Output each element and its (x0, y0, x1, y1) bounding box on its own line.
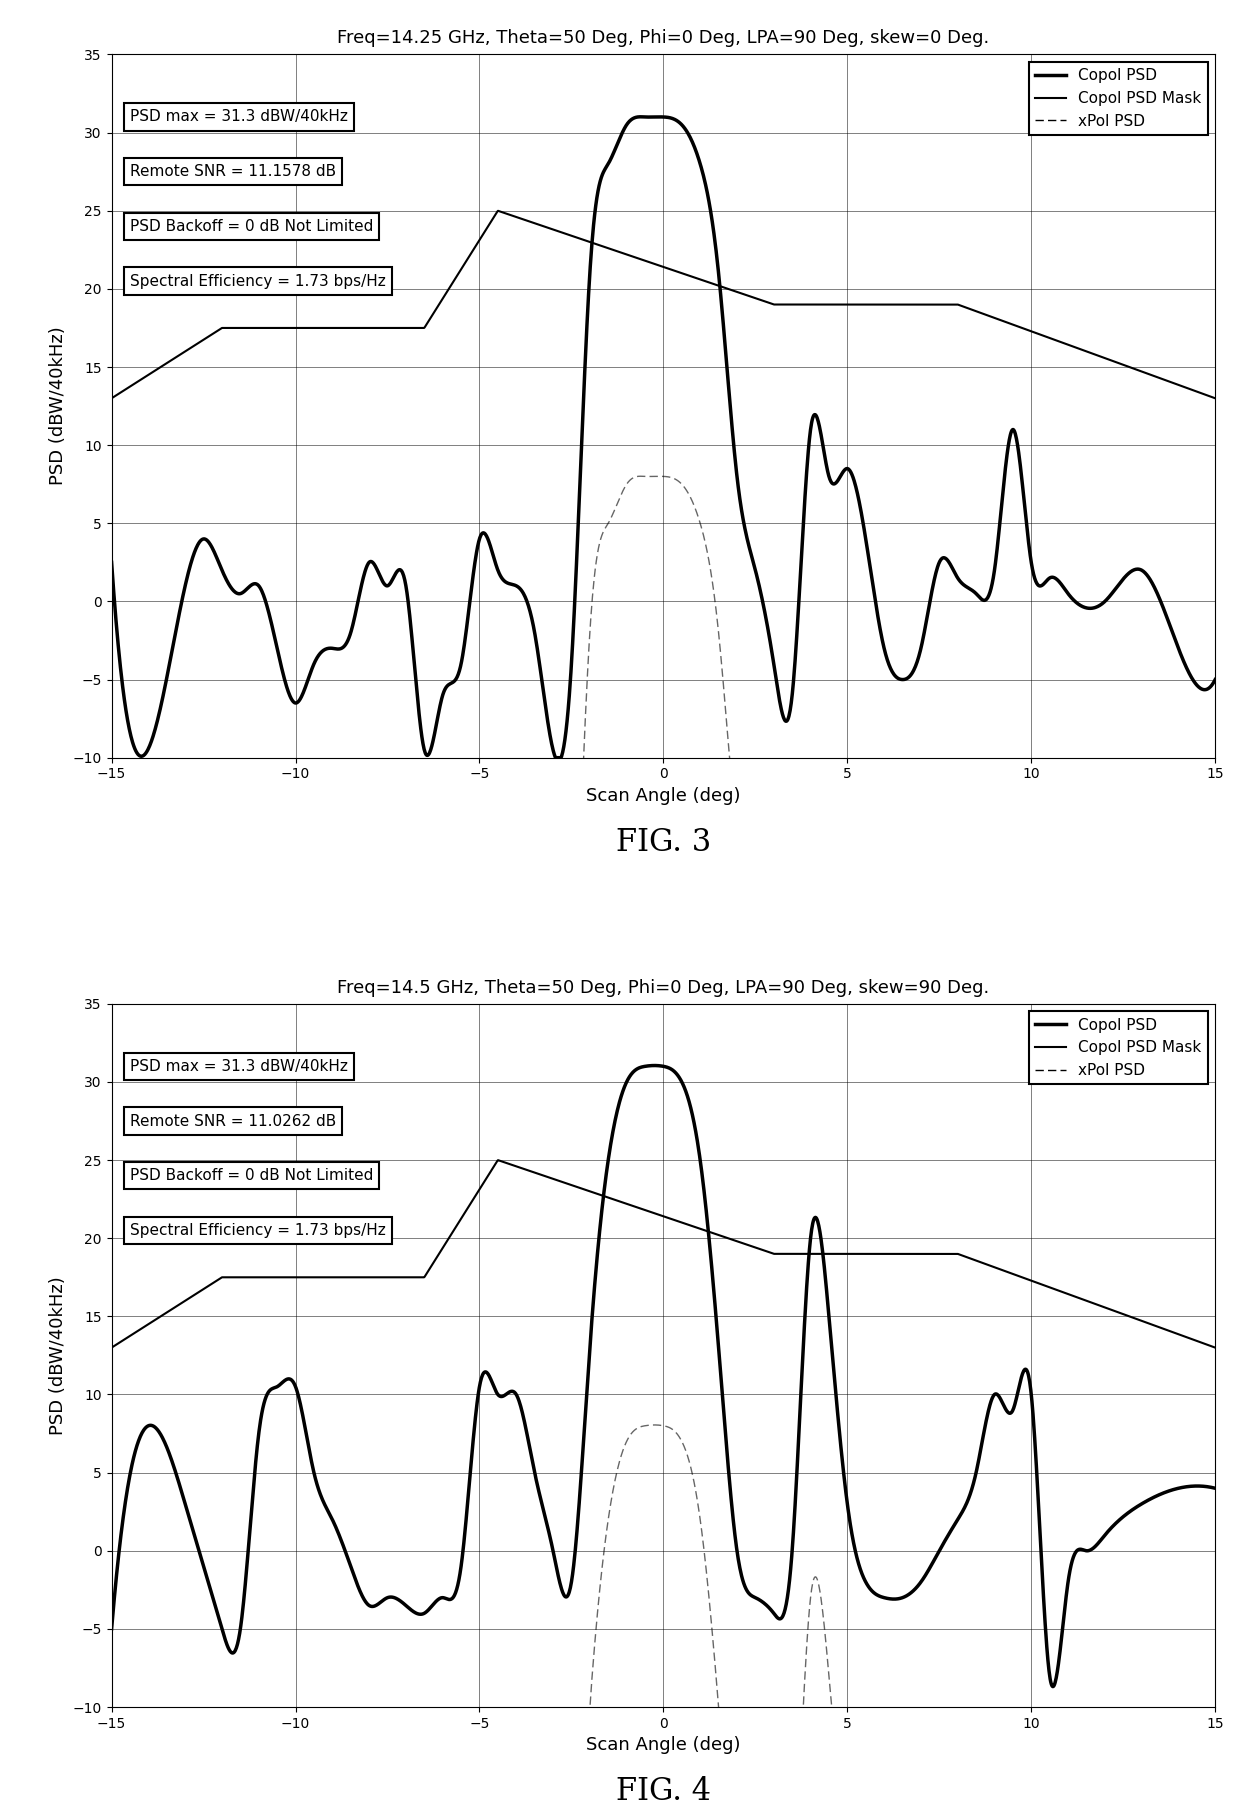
Copol PSD (548, 746, 563, 768)
xPol PSD (647, 1415, 662, 1436)
xPol PSD (641, 1415, 656, 1436)
Line: Copol PSD: Copol PSD (112, 1066, 1215, 1687)
Copol PSD (1177, 650, 1192, 672)
Copol PSD (160, 1440, 175, 1462)
Copol PSD (1045, 1676, 1060, 1698)
xPol PSD (634, 465, 649, 487)
Copol PSD Mask (973, 1251, 988, 1273)
Copol PSD Mask (1177, 1326, 1192, 1347)
Copol PSD (642, 105, 657, 127)
Text: PSD Backoff = 0 dB Not Limited: PSD Backoff = 0 dB Not Limited (130, 220, 373, 234)
Line: Copol PSD Mask: Copol PSD Mask (112, 1160, 1215, 1347)
Copol PSD Mask (491, 1150, 506, 1171)
Copol PSD Mask (613, 1191, 627, 1213)
xPol PSD (104, 912, 119, 933)
Copol PSD Mask (1176, 1326, 1190, 1347)
Line: Copol PSD Mask: Copol PSD Mask (112, 211, 1215, 398)
Copol PSD (1177, 1476, 1192, 1498)
Text: Spectral Efficiency = 1.73 bps/Hz: Spectral Efficiency = 1.73 bps/Hz (130, 274, 386, 289)
Line: xPol PSD: xPol PSD (112, 1426, 1215, 1816)
Copol PSD Mask (491, 200, 506, 222)
Copol PSD Mask (613, 242, 627, 263)
xPol PSD (642, 465, 657, 487)
Copol PSD Mask (160, 1300, 175, 1322)
Copol PSD Mask (104, 1337, 119, 1358)
Copol PSD (641, 1055, 656, 1077)
Copol PSD (973, 1436, 988, 1458)
Text: FIG. 3: FIG. 3 (616, 826, 711, 857)
xPol PSD (1208, 1028, 1223, 1050)
Legend: Copol PSD, Copol PSD Mask, xPol PSD: Copol PSD, Copol PSD Mask, xPol PSD (1029, 1012, 1208, 1084)
Copol PSD (104, 552, 119, 574)
Copol PSD (1177, 652, 1192, 674)
X-axis label: Scan Angle (deg): Scan Angle (deg) (587, 1736, 740, 1754)
Copol PSD (975, 588, 990, 610)
Copol PSD Mask (160, 352, 175, 374)
xPol PSD (613, 487, 627, 508)
Copol PSD Mask (1177, 376, 1192, 398)
Copol PSD (647, 1055, 662, 1077)
Copol PSD Mask (1208, 387, 1223, 409)
Copol PSD (1208, 1478, 1223, 1500)
Text: Remote SNR = 11.1578 dB: Remote SNR = 11.1578 dB (130, 163, 336, 180)
Y-axis label: PSD (dBW/40kHz): PSD (dBW/40kHz) (50, 1277, 67, 1435)
Text: PSD max = 31.3 dBW/40kHz: PSD max = 31.3 dBW/40kHz (130, 109, 348, 125)
Copol PSD Mask (973, 301, 988, 323)
xPol PSD (1177, 1010, 1192, 1031)
Copol PSD (613, 127, 627, 149)
Copol PSD Mask (1208, 1337, 1223, 1358)
xPol PSD (611, 1453, 626, 1475)
Copol PSD Mask (641, 1200, 656, 1222)
Text: Spectral Efficiency = 1.73 bps/Hz: Spectral Efficiency = 1.73 bps/Hz (130, 1222, 386, 1239)
Text: PSD max = 31.3 dBW/40kHz: PSD max = 31.3 dBW/40kHz (130, 1059, 348, 1073)
Copol PSD (160, 661, 175, 683)
Copol PSD (1177, 1476, 1192, 1498)
Text: PSD Backoff = 0 dB Not Limited: PSD Backoff = 0 dB Not Limited (130, 1168, 373, 1184)
Line: xPol PSD: xPol PSD (112, 476, 1215, 1120)
Copol PSD Mask (104, 387, 119, 409)
xPol PSD (973, 1796, 988, 1816)
Copol PSD (1208, 668, 1223, 690)
Copol PSD (634, 105, 649, 127)
Title: Freq=14.25 GHz, Theta=50 Deg, Phi=0 Deg, LPA=90 Deg, skew=0 Deg.: Freq=14.25 GHz, Theta=50 Deg, Phi=0 Deg,… (337, 29, 990, 47)
xPol PSD (975, 948, 990, 970)
xPol PSD (551, 1110, 565, 1131)
Legend: Copol PSD, Copol PSD Mask, xPol PSD: Copol PSD, Copol PSD Mask, xPol PSD (1029, 62, 1208, 134)
Title: Freq=14.5 GHz, Theta=50 Deg, Phi=0 Deg, LPA=90 Deg, skew=90 Deg.: Freq=14.5 GHz, Theta=50 Deg, Phi=0 Deg, … (337, 979, 990, 997)
xPol PSD (1177, 1012, 1192, 1033)
Line: Copol PSD: Copol PSD (112, 116, 1215, 757)
Copol PSD (104, 1618, 119, 1640)
xPol PSD (160, 1798, 175, 1816)
xPol PSD (160, 1021, 175, 1042)
Y-axis label: PSD (dBW/40kHz): PSD (dBW/40kHz) (50, 327, 67, 485)
Copol PSD Mask (641, 251, 656, 272)
Copol PSD Mask (1176, 376, 1190, 398)
Text: Remote SNR = 11.0262 dB: Remote SNR = 11.0262 dB (130, 1113, 336, 1128)
X-axis label: Scan Angle (deg): Scan Angle (deg) (587, 786, 740, 804)
Copol PSD (611, 1093, 626, 1115)
Text: FIG. 4: FIG. 4 (616, 1776, 711, 1807)
